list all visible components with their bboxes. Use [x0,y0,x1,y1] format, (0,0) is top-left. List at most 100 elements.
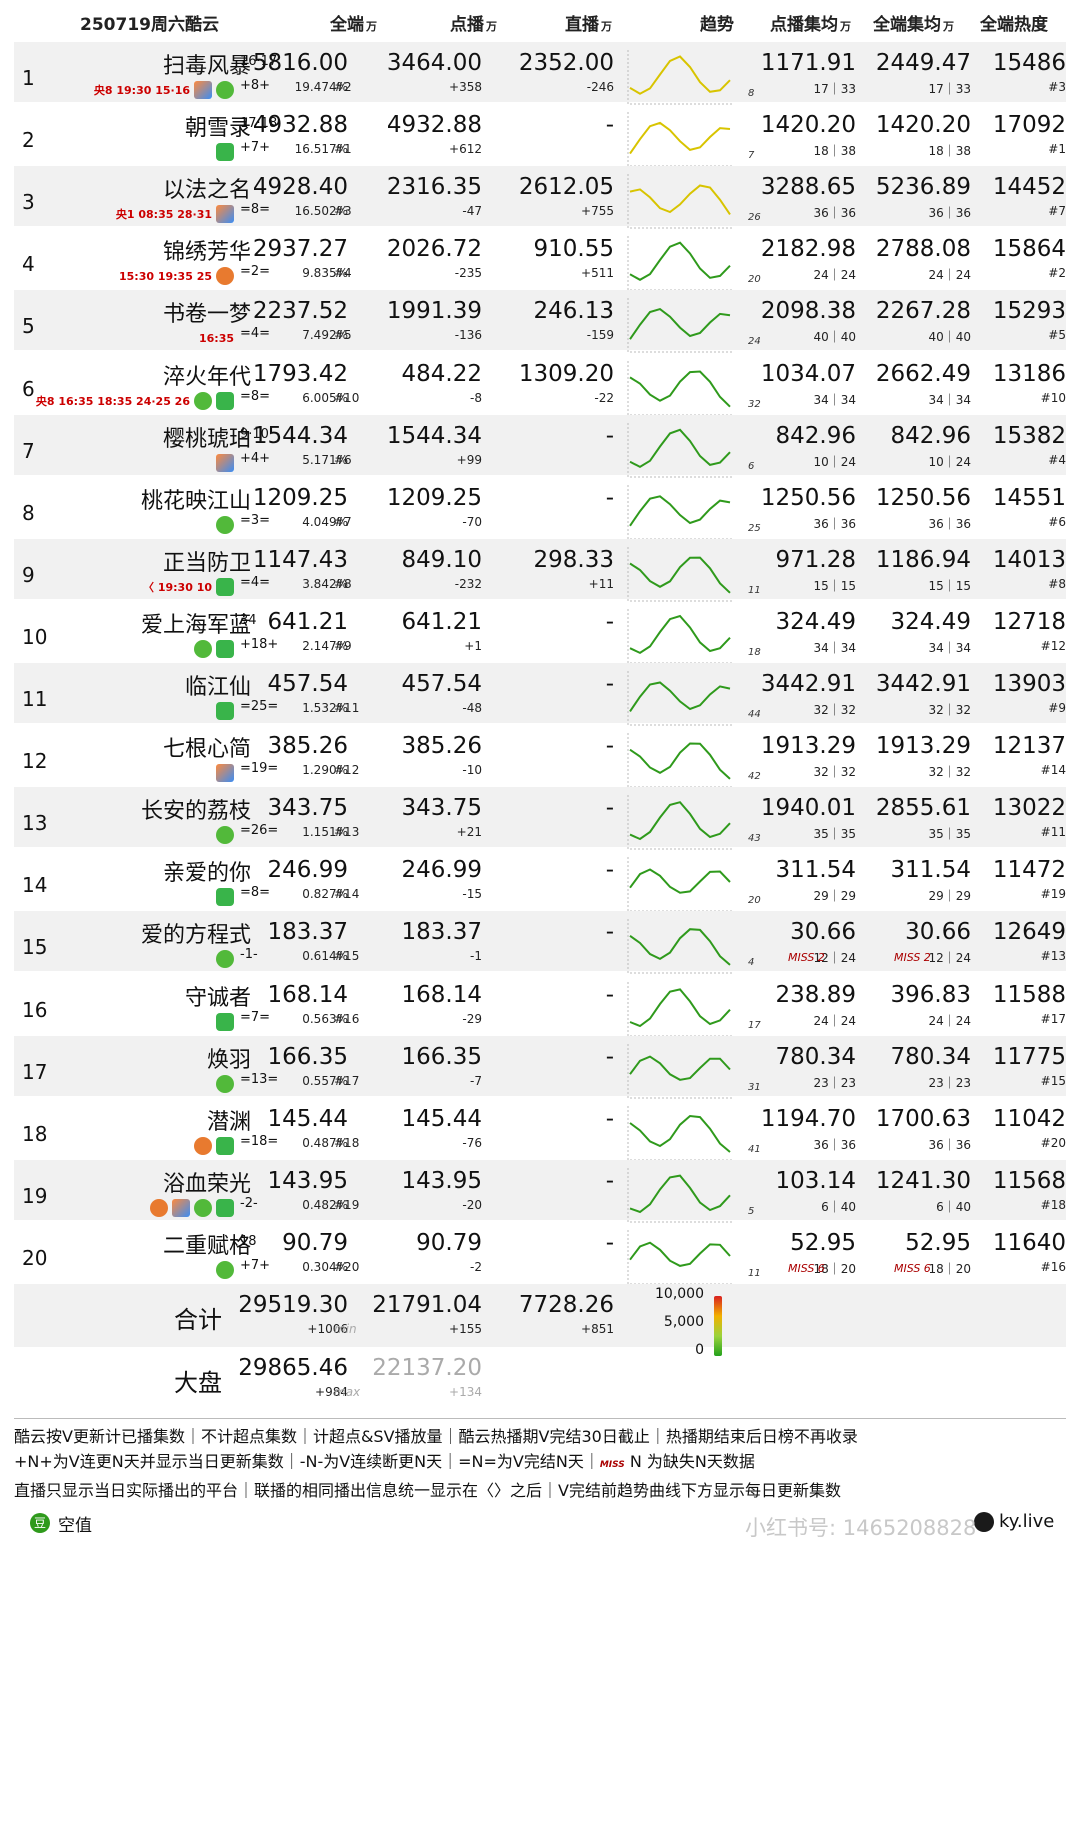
episode-range: 9·10 [240,426,269,442]
drama-title[interactable]: 朝雪录 [184,116,251,142]
heat-value: 14551 [992,484,1066,511]
heat-value: 13022 [992,795,1066,822]
vod-episodes: 32｜32 [813,703,856,717]
table-row[interactable]: 9 正当防卫 =4= 〈 19:30 10 1147.43 3.842% 849… [14,538,1066,602]
heat-value: 12718 [992,608,1066,635]
heat-value: 11640 [992,1229,1066,1256]
rank-number: 7 [22,438,35,463]
vod-rank: #16 [334,1011,360,1026]
live-value: - [605,1229,614,1256]
null-label: 空值 [58,1516,92,1536]
drama-title[interactable]: 二重赋格 [162,1233,251,1259]
table-row[interactable]: 16 守诚者 =7= 168.14 0.563% 168.14 #16 -29 … [14,974,1066,1036]
vod-episodes: 18｜20 [813,1261,856,1276]
update-status: =8= [240,388,271,404]
platform-icons [146,1196,234,1220]
table-row[interactable]: 7 樱桃琥珀 9·10 +4+ 1544.34 5.171% 1544.34 #… [14,414,1066,478]
trend-line [629,55,731,95]
vod-delta: +21 [456,825,482,840]
table-row[interactable]: 18 潜渊 =18= 145.44 0.487% 145.44 #18 -76 … [14,1098,1066,1161]
table-row[interactable]: 17 焕羽 =13= 166.35 0.557% 166.35 #17 -7 -… [14,1035,1066,1099]
live-value: - [605,857,614,884]
vod-episodes: 36｜36 [813,206,856,221]
table-row[interactable]: 15 爱的方程式 -1- 183.37 0.614% 183.37 #15 -1… [14,911,1066,974]
table-row[interactable]: 3 以法之名 =8= 央1 08:35 28·31 4928.40 16.502… [14,166,1066,229]
trend-axis [627,795,734,850]
drama-title[interactable]: 扫毒风暴 [162,54,251,79]
rank-number: 17 [22,1059,48,1084]
drama-title[interactable]: 书卷一梦 [162,302,251,328]
drama-title[interactable]: 亲爱的你 [162,861,251,887]
heat-value: 15486 [992,50,1066,76]
trend-sparkline [627,1043,734,1099]
table-row[interactable]: 19 浴血荣光 -2- 143.95 0.482% 143.95 #19 -20… [14,1159,1066,1223]
table-row[interactable]: 12 七根心简 =19= 385.26 1.290% 385.26 #12 -1… [14,725,1066,788]
heat-value: 12649 [992,919,1066,946]
miss-badge: MISS [599,1460,625,1470]
vod-rank: #6 [334,452,352,467]
heat-rank: #18 [1040,1197,1066,1212]
live-delta: +511 [581,266,614,281]
vod-delta: -7 [470,1073,482,1088]
heat-rank: #10 [1040,390,1066,405]
trend-sparkline [627,298,734,353]
drama-title[interactable]: 浴血荣光 [162,1171,251,1197]
table-row[interactable]: 4 锦绣芳华 =2= 15:30 19:35 25 2937.27 9.835%… [14,228,1066,291]
drama-title[interactable]: 爱上海军蓝 [140,612,251,638]
drama-title[interactable]: 七根心简 [162,737,251,763]
brand-logo-icon [974,1512,994,1532]
table-row[interactable]: 20 二重赋格 18 +7+ 90.79 0.304% 90.79 #20 -2… [14,1222,1066,1285]
drama-title[interactable]: 正当防卫 [162,550,251,576]
sum-vod-tag: min [334,1322,357,1336]
drama-title[interactable]: 以法之名 [162,178,251,204]
broadcast-tag: 央8 16:35 18:35 24·25 26 [35,394,190,408]
trend-count: 17 [748,1019,761,1031]
live-delta: -159 [586,328,614,343]
rank-number: 4 [22,252,35,277]
trend-count: 11 [748,584,761,596]
vod-value: 849.10 [401,546,482,573]
table-row[interactable]: 10 爱上海军蓝 34 +18+ 641.21 2.147% 641.21 #9… [14,601,1066,664]
vod-value: 3464.00 [386,50,482,76]
platform-icons: 央8 19:30 15·16 [94,78,234,102]
all-value: 143.95 [267,1167,348,1194]
vod-delta: -47 [462,204,482,219]
trend-line [629,1114,731,1153]
all-avg: 2855.61 [875,795,971,822]
all-avg: 1913.29 [875,733,971,760]
drama-title[interactable]: 桃花映江山 [140,488,251,514]
header-trend: 趋势 [700,15,734,35]
heat-rank: #8 [1048,576,1066,591]
heat-value: 11588 [992,981,1066,1008]
heat-value: 11472 [992,857,1066,884]
vod-avg: 842.96 [775,422,856,449]
drama-title[interactable]: 临江仙 [184,675,251,700]
table-row[interactable]: 14 亲爱的你 =8= 246.99 0.827% 246.99 #14 -15… [14,849,1066,912]
vod-delta: -1 [470,949,482,964]
legend-mid: 5,000 [663,1314,704,1330]
trend-sparkline [627,608,734,664]
drama-title[interactable]: 潜渊 [206,1109,251,1135]
drama-title[interactable]: 锦绣芳华 [162,240,251,266]
vod-avg: 324.49 [775,608,856,635]
table-row[interactable]: 8 桃花映江山 =3= 1209.25 4.049% 1209.25 #7 -7… [14,477,1066,540]
footer-line-3: 直播只显示当日实际播出的平台｜联播的相同播出信息统一显示在〈〉之后｜V完结前趋势… [14,1481,841,1500]
table-row[interactable]: 11 临江仙 =25= 457.54 1.532% 457.54 #11 -48… [14,663,1066,726]
drama-title[interactable]: 淬火年代 [162,364,251,390]
vod-rank: #19 [334,1197,360,1212]
table-row[interactable]: 2 朝雪录 17·18 +7+ 4932.88 16.517% 4932.88 … [14,104,1066,167]
table-row[interactable]: 1 扫毒风暴 16·17 +8+ 央8 19:30 15·16 5816.00 … [14,42,1066,105]
heat-rank: #5 [1048,328,1066,343]
episode-range: 18 [240,1233,257,1249]
drama-title[interactable]: 樱桃琥珀 [162,426,251,452]
trend-sparkline [627,671,734,726]
drama-title[interactable]: 爱的方程式 [140,923,251,949]
drama-title[interactable]: 焕羽 [206,1047,251,1073]
table-row[interactable]: 13 长安的荔枝 =26= 343.75 1.151% 343.75 #13 +… [14,787,1066,850]
drama-title[interactable]: 长安的荔枝 [140,799,251,825]
trend-line [629,987,731,1027]
all-episodes: 17｜33 [928,82,971,96]
drama-title[interactable]: 守诚者 [184,985,251,1011]
table-row[interactable]: 5 书卷一梦 =4= 16:35 2237.52 7.492% 1991.39 … [14,290,1066,353]
table-row[interactable]: 6 淬火年代 =8= 央8 16:35 18:35 24·25 26 1793.… [14,353,1066,415]
